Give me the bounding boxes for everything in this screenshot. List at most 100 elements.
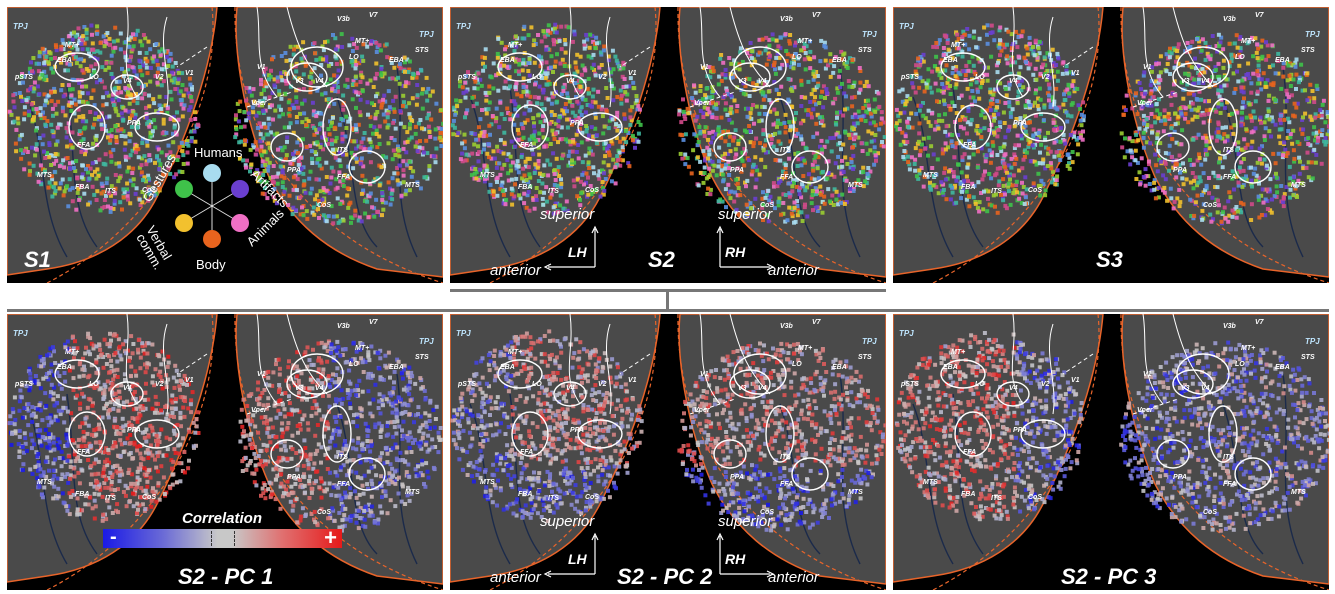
s2-pc1-map: TPJMT+EBALOV1V2V4pSTSFFAFBAPPAITSMTSCoSV… <box>7 314 443 590</box>
humans-label: Humans <box>194 145 243 160</box>
svg-text:V1: V1 <box>628 70 637 77</box>
svg-text:LO: LO <box>89 74 99 81</box>
svg-text:ITS: ITS <box>337 147 348 154</box>
svg-text:TPJ: TPJ <box>862 30 877 39</box>
svg-text:MT+: MT+ <box>355 38 369 45</box>
svg-text:LO: LO <box>792 54 802 61</box>
colorbar-minus: - <box>110 526 117 548</box>
svg-text:V4: V4 <box>566 78 575 85</box>
s2-map: TPJ MT+ EBA LO V1 V2 V4 pSTS FFA FBA PPA ITS MTS CoS V… <box>450 7 886 283</box>
svg-text:V1: V1 <box>185 70 194 77</box>
category-wheel: Humans Artifacts Animals Body Verbal com… <box>133 145 290 272</box>
colorbar-title: Correlation <box>182 510 263 527</box>
svg-text:V1: V1 <box>257 64 266 71</box>
artifacts-label: Artifacts <box>248 167 290 211</box>
svg-text:RH: RH <box>725 244 746 260</box>
svg-text:EBA: EBA <box>500 57 515 64</box>
colorbar-dash-1 <box>211 531 212 546</box>
svg-text:MTS: MTS <box>848 182 863 189</box>
panel-s2-pc3: TPJ MT+ EBA LO V1 V2 V4 pSTS FFA FBA PPA ITS MTS CoS V… <box>893 314 1329 590</box>
svg-text:FBA: FBA <box>518 184 532 191</box>
svg-text:MT+: MT+ <box>798 38 812 45</box>
connector-line-vertical <box>666 291 669 310</box>
gestures-dot <box>175 180 193 198</box>
gestures-label: Gestures <box>140 151 180 205</box>
svg-text:TPJ: TPJ <box>419 30 434 39</box>
s2-pc3-map: TPJMT+EBALOV1V2V4pSTSFFAFBAPPAITSMTSCoSV… <box>893 314 1329 590</box>
svg-text:STS: STS <box>415 47 429 54</box>
svg-text:PPA: PPA <box>570 120 584 127</box>
svg-text:pSTS: pSTS <box>457 74 476 81</box>
animals-label: Animals <box>244 205 288 249</box>
humans-dot <box>203 164 221 182</box>
svg-text:TPJ: TPJ <box>456 22 471 31</box>
panel-s2: TPJ MT+ EBA LO V1 V2 V4 pSTS FFA FBA PPA ITS MTS CoS V… <box>450 7 886 283</box>
svg-text:V2: V2 <box>598 74 607 81</box>
verbal-dot <box>175 214 193 232</box>
svg-text:V3b: V3b <box>337 16 351 23</box>
svg-text:FFA: FFA <box>520 142 533 149</box>
svg-text:MT+: MT+ <box>65 42 79 49</box>
svg-text:MT+: MT+ <box>508 42 522 49</box>
panel-label-s2: S2 <box>648 247 675 272</box>
svg-text:V2: V2 <box>155 74 164 81</box>
body-dot <box>203 230 221 248</box>
svg-text:EBA: EBA <box>57 57 72 64</box>
svg-text:V3: V3 <box>295 78 304 85</box>
panel-label-s2-pc1: S2 - PC 1 <box>178 564 274 589</box>
svg-text:V4: V4 <box>758 78 767 85</box>
panel-label-s1: S1 <box>24 247 51 272</box>
svg-text:superior: superior <box>718 206 773 223</box>
svg-text:PPA: PPA <box>730 167 744 174</box>
svg-text:V3: V3 <box>738 78 747 85</box>
svg-text:PPA: PPA <box>287 167 301 174</box>
colorbar: - + <box>103 525 342 550</box>
svg-text:FFA: FFA <box>337 174 350 181</box>
colorbar-plus: + <box>324 525 337 550</box>
svg-text:LH: LH <box>568 244 588 260</box>
artifacts-dot <box>231 180 249 198</box>
svg-text:CoS: CoS <box>585 187 599 194</box>
svg-text:ITS: ITS <box>780 147 791 154</box>
svg-text:CoS: CoS <box>142 187 156 194</box>
s2-pc2-map: TPJMT+EBALOV1V2V4pSTSFFAFBAPPAITSMTSCoSV… <box>450 314 886 590</box>
svg-text:LO: LO <box>349 54 359 61</box>
svg-text:CoS: CoS <box>317 202 331 209</box>
s3-map: TPJMT+EBALOV1V2V4pSTSFFAFBAPPAITSMTSCoSV… <box>893 7 1329 283</box>
svg-text:ITS: ITS <box>105 188 116 195</box>
svg-text:FFA: FFA <box>780 174 793 181</box>
svg-text:TPJ: TPJ <box>13 22 28 31</box>
svg-text:ITS: ITS <box>548 188 559 195</box>
panel-s1: TPJ MT+ EBA LO V1 V2 V4 pSTS FFA FBA PPA ITS MTS CoS V… <box>7 7 443 283</box>
s1-map: TPJ MT+ EBA LO V1 V2 V4 pSTS FFA FBA PPA ITS MTS CoS V… <box>7 7 443 283</box>
svg-text:MTS: MTS <box>480 172 495 179</box>
svg-text:FBA: FBA <box>75 184 89 191</box>
svg-text:Vper: Vper <box>694 100 711 107</box>
panel-label-s2-pc3: S2 - PC 3 <box>1061 564 1157 589</box>
svg-text:CoS: CoS <box>760 202 774 209</box>
svg-text:EBA: EBA <box>832 57 847 64</box>
svg-text:V1: V1 <box>700 64 709 71</box>
svg-text:PPA: PPA <box>127 120 141 127</box>
panel-label-s2-pc2: S2 - PC 2 <box>617 564 713 589</box>
body-label: Body <box>196 257 226 272</box>
svg-text:Vper: Vper <box>251 100 268 107</box>
colorbar-dash-2 <box>234 531 235 546</box>
svg-text:V3b: V3b <box>780 16 794 23</box>
svg-text:V4: V4 <box>315 78 324 85</box>
svg-text:LO: LO <box>532 74 542 81</box>
svg-text:anterior: anterior <box>768 262 820 279</box>
svg-text:V4: V4 <box>123 78 132 85</box>
panel-label-s3: S3 <box>1096 247 1123 272</box>
connector-line-bottom <box>7 309 1329 312</box>
svg-text:FFA: FFA <box>77 142 90 149</box>
svg-text:MTS: MTS <box>37 172 52 179</box>
svg-text:V7: V7 <box>369 12 379 19</box>
connector-line-top <box>450 289 886 292</box>
panel-s2-pc2: TPJ MT+ EBA LO V1 V2 V4 pSTS FFA FBA PPA ITS MTS CoS V… <box>450 314 886 590</box>
svg-text:MTS: MTS <box>405 182 420 189</box>
svg-text:EBA: EBA <box>389 57 404 64</box>
panel-s3: TPJ MT+ EBA LO V1 V2 V4 pSTS FFA FBA PPA ITS MTS CoS V… <box>893 7 1329 283</box>
animals-dot <box>231 214 249 232</box>
panel-s2-pc1: TPJ MT+ EBA LO V1 V2 V4 pSTS FFA FBA PPA ITS MTS CoS V… <box>7 314 443 590</box>
